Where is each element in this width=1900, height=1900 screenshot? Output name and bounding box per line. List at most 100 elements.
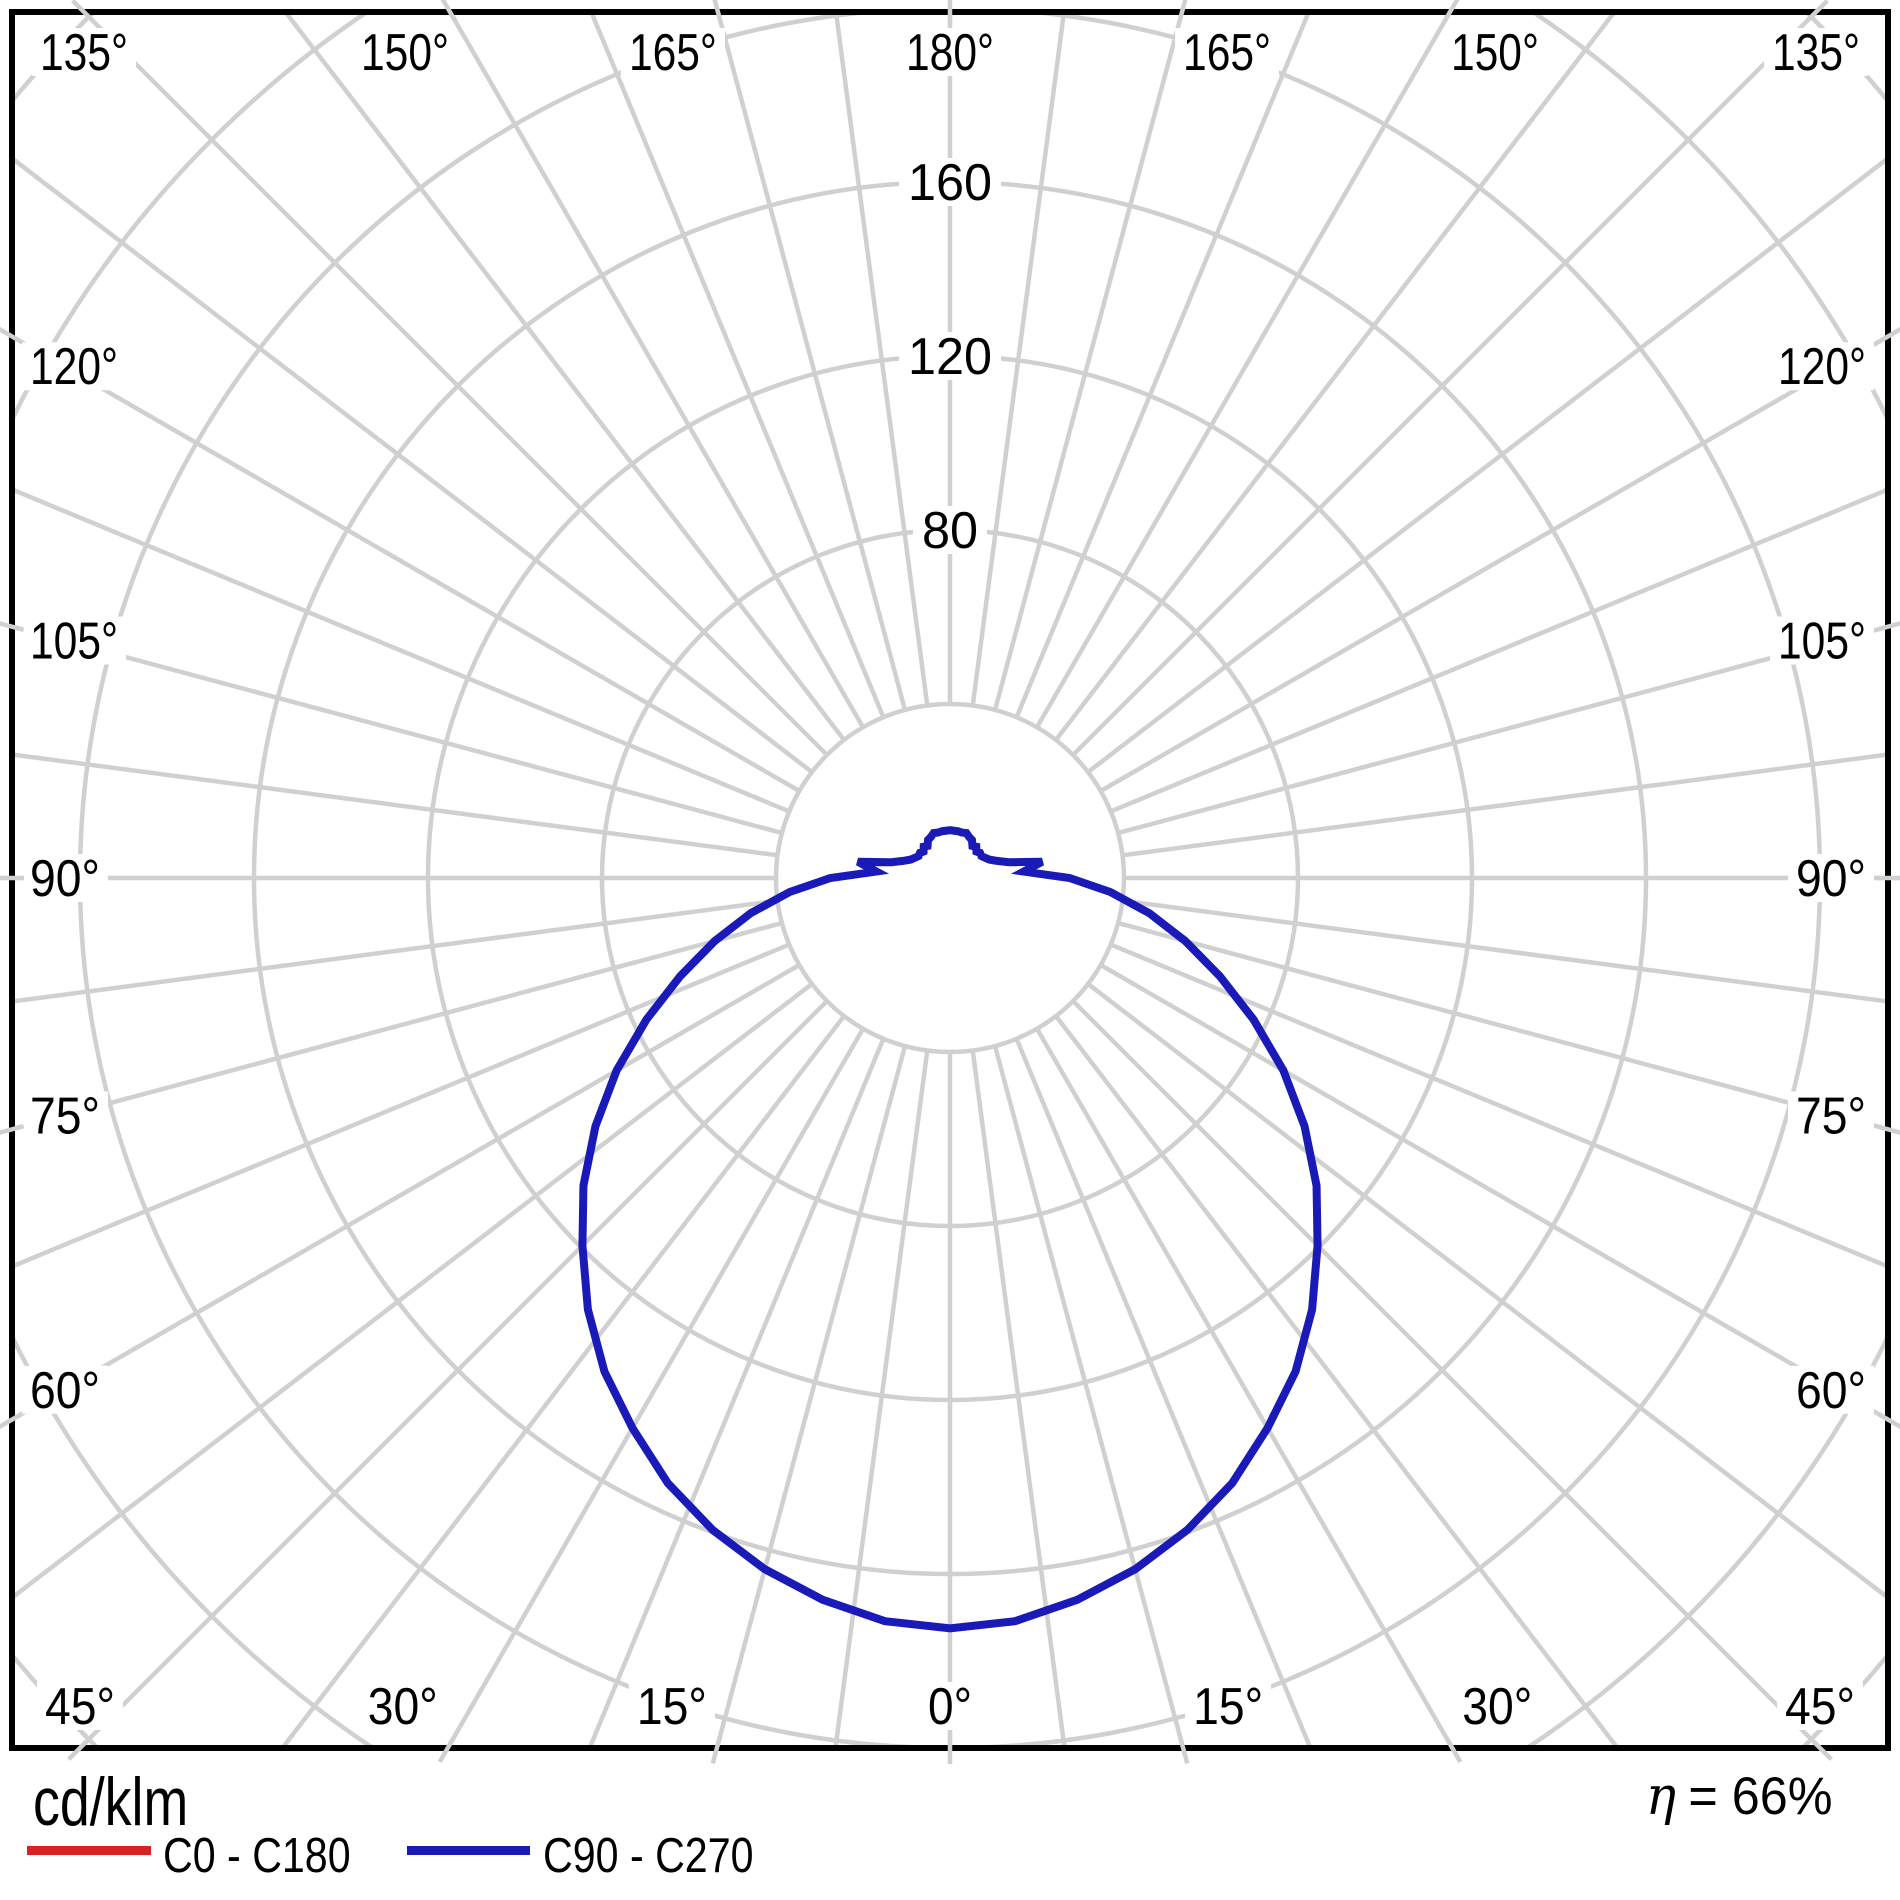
angle-gridline bbox=[588, 12, 886, 719]
eta-symbol: η bbox=[1646, 1766, 1677, 1827]
angle-label-bg bbox=[628, 1682, 715, 1730]
border-tick bbox=[1176, 0, 1188, 25]
angle-label-bg bbox=[32, 28, 136, 76]
angle-label: 75° bbox=[1796, 1088, 1866, 1146]
angle-gridline bbox=[1086, 155, 1888, 774]
angle-gridline bbox=[1109, 487, 1888, 814]
angle-label-bg bbox=[898, 28, 1002, 76]
angle-gridline bbox=[12, 942, 791, 1269]
border-tick bbox=[0, 326, 24, 345]
angle-label: 60° bbox=[30, 1362, 100, 1420]
angle-gridline bbox=[714, 1045, 908, 1748]
angle-gridline bbox=[1117, 624, 1888, 836]
angle-gridline bbox=[970, 12, 1067, 706]
angle-label-bg bbox=[22, 616, 126, 665]
angle-gridline bbox=[282, 12, 846, 742]
angle-gridline bbox=[587, 1037, 886, 1748]
radial-label: 120 bbox=[908, 328, 992, 386]
angle-gridline bbox=[12, 487, 791, 814]
angle-label: 90° bbox=[30, 850, 100, 908]
angle-gridline bbox=[12, 982, 814, 1601]
angle-label-bg bbox=[1788, 1091, 1874, 1140]
angle-label-bg bbox=[22, 1365, 108, 1414]
angle-label: 150° bbox=[361, 24, 449, 82]
angle-label-bg bbox=[1175, 28, 1280, 76]
angle-label-bg bbox=[37, 1682, 123, 1730]
angle-label: 15° bbox=[637, 1678, 707, 1736]
angle-label: 150° bbox=[1451, 24, 1539, 82]
radial-label: 80 bbox=[922, 502, 978, 560]
angle-label-bg bbox=[1777, 1682, 1863, 1730]
border-tick bbox=[437, 1736, 456, 1763]
angle-label: 45° bbox=[45, 1678, 115, 1736]
angle-label: 45° bbox=[1785, 1678, 1855, 1736]
angle-labels: 0° 15° 15° 30° 30° 45° 45° 60° 60° 75° 75° 90° 90° 10… bbox=[22, 24, 1874, 1736]
angle-label-bg bbox=[1788, 854, 1874, 902]
radial-label-bg bbox=[913, 506, 987, 554]
angle-label-bg bbox=[22, 854, 108, 902]
angle-gridline bbox=[12, 898, 778, 1004]
angle-gridline bbox=[992, 12, 1185, 711]
angle-label: 0° bbox=[928, 1678, 972, 1736]
angle-gridline bbox=[1109, 942, 1888, 1269]
angle-gridline bbox=[715, 12, 908, 711]
legend-label-c90-c270: C90 - C270 bbox=[543, 1829, 754, 1883]
angle-label-bg bbox=[22, 342, 126, 391]
angle-gridline bbox=[1122, 752, 1888, 858]
border-tick bbox=[1805, 0, 1829, 23]
border-tick bbox=[1444, 1736, 1463, 1763]
legend-label-c0-c180: C0 - C180 bbox=[163, 1829, 351, 1883]
angle-label-bg bbox=[1185, 1682, 1272, 1730]
angle-label-bg bbox=[1764, 28, 1868, 76]
legend-swatch-c90-c270 bbox=[407, 1846, 530, 1855]
angle-gridline bbox=[12, 963, 801, 1423]
angle-label-bg bbox=[920, 1682, 980, 1730]
border-tick bbox=[0, 1411, 24, 1430]
angle-label: 165° bbox=[1183, 24, 1271, 82]
angle-gridline bbox=[12, 752, 778, 858]
angle-label: 120° bbox=[30, 338, 118, 396]
border-tick bbox=[1809, 1737, 1833, 1761]
angle-gridline bbox=[1014, 1037, 1313, 1748]
angle-label: 135° bbox=[1772, 24, 1860, 82]
angle-label: 15° bbox=[1193, 1678, 1263, 1736]
border-tick bbox=[1876, 1411, 1900, 1430]
angle-gridline bbox=[1054, 1014, 1621, 1748]
angle-gridline bbox=[833, 12, 930, 706]
angle-label: 60° bbox=[1796, 1362, 1866, 1420]
angle-gridline bbox=[76, 999, 829, 1748]
efficiency-label: η = 66% bbox=[1646, 1766, 1833, 1827]
angle-gridline bbox=[447, 12, 865, 729]
border-tick bbox=[440, 0, 458, 24]
angle-gridline bbox=[1035, 12, 1453, 729]
border-tick bbox=[0, 1124, 25, 1135]
angle-label: 180° bbox=[906, 24, 994, 82]
angle-gridline bbox=[445, 1027, 865, 1748]
angle-gridline bbox=[1117, 920, 1888, 1132]
border-tick bbox=[71, 0, 95, 23]
angle-label-bg bbox=[1454, 1682, 1541, 1730]
legend-swatch-c0-c180 bbox=[27, 1846, 151, 1855]
angle-label: 165° bbox=[629, 24, 717, 82]
angle-gridline bbox=[1122, 898, 1888, 1004]
curve-c90-c270 bbox=[578, 826, 1322, 1633]
angle-label-bg bbox=[1442, 28, 1547, 76]
angle-gridline bbox=[1099, 963, 1888, 1423]
angle-gridline bbox=[992, 1045, 1186, 1748]
angle-gridline bbox=[12, 333, 801, 793]
angle-label-bg bbox=[353, 28, 458, 76]
angle-label: 105° bbox=[30, 612, 118, 670]
angle-label: 120° bbox=[1778, 338, 1866, 396]
border-tick bbox=[0, 621, 25, 632]
angle-gridline bbox=[1086, 982, 1888, 1601]
angle-gridline bbox=[1099, 333, 1888, 793]
angle-gridline bbox=[1071, 999, 1824, 1748]
border-tick bbox=[1875, 621, 1900, 632]
angle-gridline bbox=[12, 624, 783, 836]
angle-label: 90° bbox=[1796, 850, 1866, 908]
border-tick bbox=[712, 0, 724, 25]
angle-gridline bbox=[1054, 12, 1618, 742]
angle-gridline bbox=[12, 920, 783, 1132]
radial-label-bg bbox=[899, 332, 1001, 380]
